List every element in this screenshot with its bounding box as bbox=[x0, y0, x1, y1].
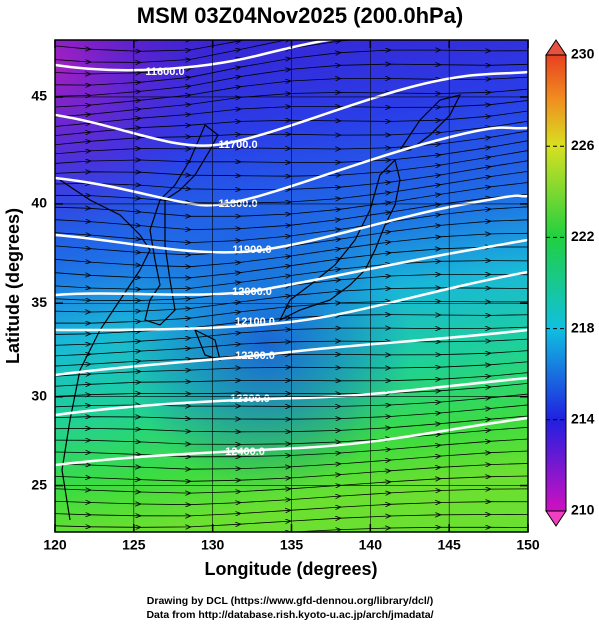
contour-line bbox=[55, 40, 337, 72]
x-tick-label: 125 bbox=[122, 537, 146, 553]
colorbar-tick-label: 222 bbox=[571, 228, 595, 244]
x-tick-label: 120 bbox=[43, 537, 67, 553]
contour-line bbox=[55, 270, 528, 332]
contour-line bbox=[55, 238, 528, 297]
contour-label: 11600.0 bbox=[145, 66, 184, 78]
contour-label: 12400.0 bbox=[225, 446, 265, 458]
colorbar-tick-label: 226 bbox=[571, 137, 595, 153]
colorbar-tick-label: 230 bbox=[571, 46, 595, 62]
colorbar-tick-label: 218 bbox=[571, 319, 595, 335]
colorbar bbox=[545, 54, 567, 512]
y-tick-label: 35 bbox=[31, 294, 47, 310]
colorbar-tick-label: 214 bbox=[571, 411, 595, 427]
y-tick-label: 45 bbox=[31, 88, 47, 104]
title: MSM 03Z04Nov2025 (200.0hPa) bbox=[137, 3, 464, 28]
contour-label: 12200.0 bbox=[235, 350, 275, 362]
streamline bbox=[40, 527, 528, 532]
map-field: 11600.0 11700.0 11800.0 11900.0 12000.0 … bbox=[40, 40, 528, 532]
contour-line bbox=[55, 126, 528, 207]
colorbar-extend-max bbox=[545, 39, 567, 56]
streamline bbox=[55, 382, 528, 397]
coastlines bbox=[59, 94, 462, 521]
contour-line bbox=[55, 194, 528, 254]
streamline bbox=[55, 372, 528, 388]
x-tick-label: 150 bbox=[516, 537, 540, 553]
x-tick-label: 145 bbox=[437, 537, 461, 553]
streamlines bbox=[40, 40, 528, 532]
colorbar-tick-label: 210 bbox=[571, 502, 595, 518]
contour-line bbox=[55, 328, 528, 377]
contour-label: 11900.0 bbox=[232, 244, 271, 256]
credit: Drawing by DCL (https://www.gfd-dennou.o… bbox=[147, 595, 433, 607]
contour-label: 11700.0 bbox=[218, 139, 257, 151]
y-tick-label: 40 bbox=[31, 195, 47, 211]
x-tick-label: 140 bbox=[359, 537, 383, 553]
y-tick-label: 25 bbox=[31, 476, 47, 492]
height-contours bbox=[55, 40, 528, 467]
x-tick-label: 135 bbox=[280, 537, 304, 553]
streamline bbox=[55, 350, 528, 367]
contour-label: 12100.0 bbox=[235, 316, 275, 328]
x-axis-label: Longitude (degrees) bbox=[204, 559, 377, 579]
y-tick-label: 30 bbox=[31, 387, 47, 403]
contour-line bbox=[55, 376, 528, 417]
credit: Data from http://database.rish.kyoto-u.a… bbox=[146, 609, 433, 621]
streamline bbox=[55, 361, 528, 377]
contour-label: 12300.0 bbox=[230, 393, 270, 405]
colorbar-extend-min bbox=[545, 510, 567, 527]
y-axis-label: Latitude (degrees) bbox=[3, 208, 23, 364]
x-tick-label: 130 bbox=[201, 537, 225, 553]
contour-label: 12000.0 bbox=[232, 286, 272, 298]
contour-line bbox=[55, 416, 528, 467]
